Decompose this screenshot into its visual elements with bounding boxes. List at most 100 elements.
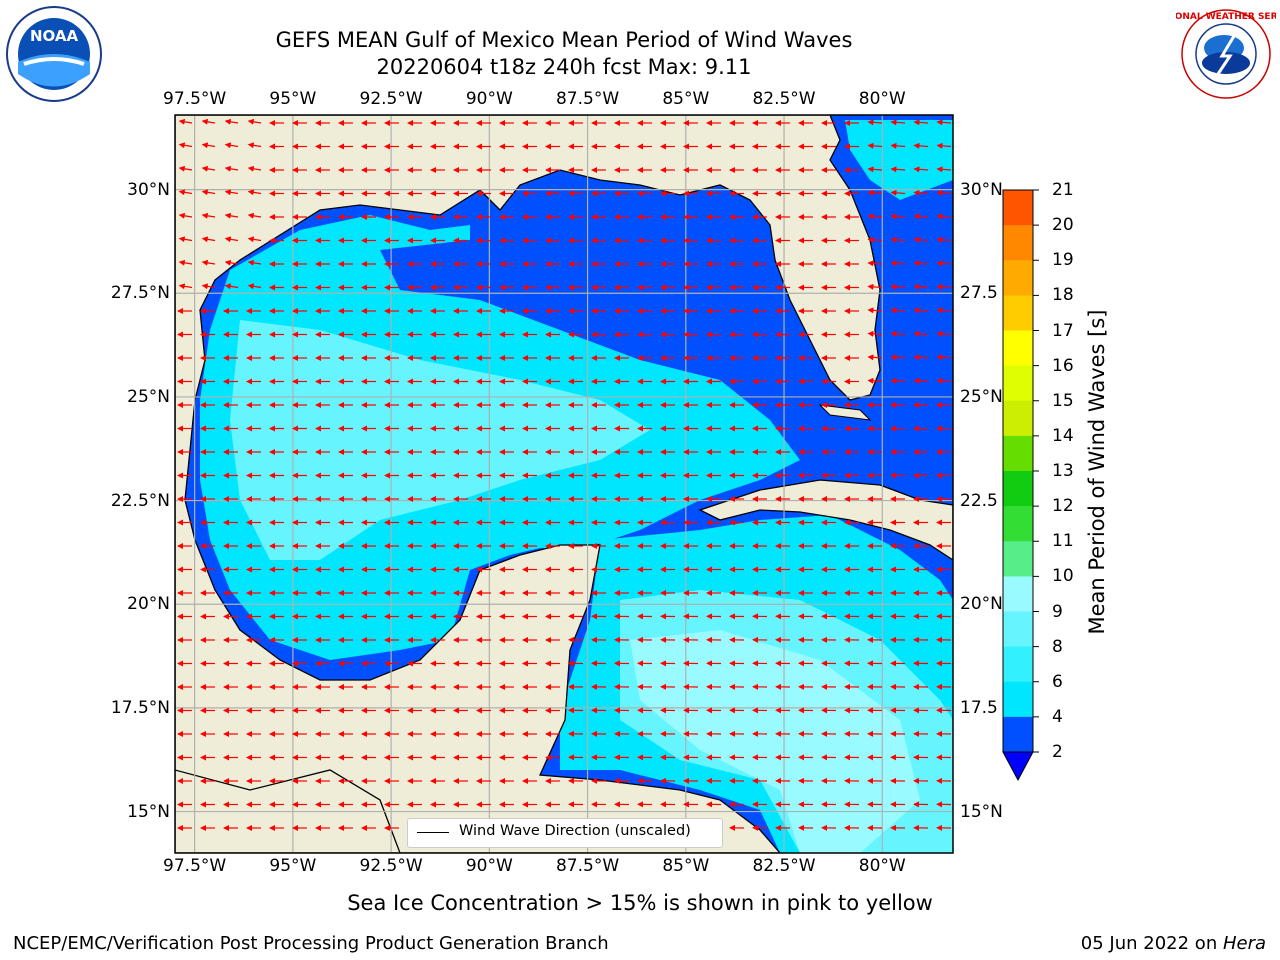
colorbar-segment bbox=[1003, 365, 1033, 402]
legend: Wind Wave Direction (unscaled) bbox=[407, 818, 723, 848]
colorbar-tick-label: 16 bbox=[1052, 355, 1074, 376]
colorbar-segment bbox=[1003, 646, 1033, 683]
colorbar-tick-label: 13 bbox=[1052, 461, 1074, 481]
wave-direction-arrow bbox=[913, 283, 929, 290]
colorbar-tick-label: 8 bbox=[1052, 636, 1063, 657]
wave-direction-arrow bbox=[224, 283, 239, 290]
wave-direction-arrow bbox=[201, 165, 216, 172]
wave-direction-arrow bbox=[913, 377, 929, 384]
lat-tick-left: 30°N bbox=[127, 179, 170, 200]
lat-tick-left: 25°N bbox=[127, 386, 170, 407]
wave-direction-arrow bbox=[867, 119, 883, 126]
wave-direction-arrow bbox=[913, 260, 929, 267]
wave-direction-arrow bbox=[201, 236, 216, 243]
run-date: 05 Jun 2022 on Hera bbox=[1081, 933, 1266, 954]
lon-tick-top: 95°W bbox=[269, 89, 317, 109]
wave-direction-arrow bbox=[936, 119, 952, 126]
colorbar-segment bbox=[1003, 541, 1033, 577]
colorbar-tick-label: 6 bbox=[1052, 671, 1063, 692]
wave-direction-arrow bbox=[247, 118, 262, 125]
lon-tick-bottom: 85°W bbox=[662, 856, 710, 876]
graticule bbox=[175, 115, 953, 853]
wave-direction-arrow bbox=[890, 189, 906, 196]
branch-credit: NCEP/EMC/Verification Post Processing Pr… bbox=[13, 933, 609, 954]
lon-tick-top: 92.5°W bbox=[359, 89, 423, 109]
wave-direction-arrow bbox=[890, 260, 906, 267]
colorbar-tick-label: 18 bbox=[1052, 285, 1074, 306]
wave-direction-arrow bbox=[913, 142, 929, 149]
wave-direction-arrow bbox=[201, 189, 216, 196]
colorbar-tick-label: 14 bbox=[1052, 425, 1074, 446]
wave-direction-arrow bbox=[247, 142, 262, 149]
wave-direction-arrow bbox=[867, 354, 883, 361]
wave-direction-arrow bbox=[178, 142, 193, 149]
wave-direction-arrow bbox=[913, 119, 929, 126]
wave-direction-arrow bbox=[224, 236, 239, 243]
colorbar-segment bbox=[1003, 576, 1033, 612]
lon-tick-bottom: 90°W bbox=[465, 856, 513, 876]
wave-direction-arrow bbox=[247, 189, 262, 196]
wave-direction-arrow bbox=[178, 283, 193, 290]
lat-tick-left: 15°N bbox=[127, 801, 170, 822]
sea-ice-note: Sea Ice Concentration > 15% is shown in … bbox=[0, 891, 1280, 915]
wave-direction-arrow bbox=[913, 354, 929, 361]
colorbar-segment bbox=[1003, 611, 1033, 648]
wave-direction-arrow bbox=[224, 189, 239, 196]
colorbar-segment bbox=[1003, 716, 1033, 753]
colorbar-segment bbox=[1003, 681, 1033, 718]
lon-tick-top: 97.5°W bbox=[163, 89, 227, 109]
wave-direction-arrow bbox=[936, 377, 952, 384]
wave-direction-arrow bbox=[247, 259, 262, 266]
lat-tick-right: 17.5 bbox=[960, 697, 998, 718]
wave-direction-arrow bbox=[178, 118, 193, 125]
lat-tick-right: 15°N bbox=[960, 801, 1003, 822]
wave-direction-arrow bbox=[201, 118, 216, 125]
wave-direction-arrow bbox=[247, 212, 262, 219]
lat-tick-right: 25°N bbox=[960, 386, 1003, 407]
colorbar-tick-label: 2 bbox=[1052, 742, 1063, 762]
lon-tick-top: 82.5°W bbox=[752, 89, 816, 109]
wave-direction-arrow bbox=[867, 330, 883, 337]
wave-direction-arrow bbox=[936, 213, 952, 220]
wave-direction-arrow bbox=[913, 330, 929, 337]
wave-direction-arrow bbox=[178, 165, 193, 172]
nws-logo: NATIONAL WEATHER SERVICE bbox=[1151, 8, 1280, 104]
lon-tick-top: 80°W bbox=[858, 89, 906, 109]
colorbar-segment bbox=[1003, 400, 1033, 437]
wave-direction-arrow bbox=[890, 330, 906, 337]
lon-tick-top: 90°W bbox=[465, 89, 513, 109]
lat-tick-right: 22.5 bbox=[960, 490, 998, 511]
wave-direction-arrow bbox=[890, 166, 906, 173]
lat-tick-left: 27.5°N bbox=[110, 283, 170, 304]
wave-direction-arrow bbox=[867, 307, 883, 314]
map-frame bbox=[174, 114, 954, 854]
run-date-text: 05 Jun 2022 on bbox=[1080, 933, 1223, 954]
colorbar-segment bbox=[1003, 225, 1033, 261]
wave-direction-arrow bbox=[201, 212, 216, 219]
colorbar-tick-label: 19 bbox=[1052, 250, 1074, 271]
sea-ice-note-text: Sea Ice Concentration > 15% is shown in … bbox=[347, 891, 933, 915]
colorbar-segment bbox=[1003, 435, 1033, 472]
colorbar-segment bbox=[1003, 295, 1033, 331]
noaa-logo: NOAA bbox=[4, 4, 104, 108]
colorbar-underflow-extend bbox=[1002, 751, 1034, 782]
title-line-2: 20220604 t18z 240h fcst Max: 9.11 bbox=[376, 55, 752, 79]
wave-direction-arrow bbox=[867, 236, 883, 243]
lon-tick-bottom: 80°W bbox=[858, 856, 906, 876]
legend-line-swatch bbox=[417, 832, 449, 833]
colorbar-tick-label: 21 bbox=[1052, 180, 1074, 200]
wave-direction-arrow bbox=[867, 142, 883, 149]
wave-direction-arrow bbox=[913, 166, 929, 173]
wave-direction-arrow bbox=[890, 142, 906, 149]
wave-direction-arrow bbox=[201, 283, 216, 290]
wave-direction-arrow bbox=[867, 166, 883, 173]
wave-direction-arrow bbox=[936, 236, 952, 243]
map-area bbox=[175, 115, 953, 853]
lon-tick-bottom: 95°W bbox=[269, 856, 317, 876]
wave-direction-arrow bbox=[913, 307, 929, 314]
wave-direction-arrow bbox=[936, 142, 952, 149]
wave-direction-arrow bbox=[890, 307, 906, 314]
wave-direction-arrow bbox=[224, 212, 239, 219]
colorbar-tick-label: 10 bbox=[1052, 566, 1074, 587]
wave-direction-arrow bbox=[936, 354, 952, 361]
